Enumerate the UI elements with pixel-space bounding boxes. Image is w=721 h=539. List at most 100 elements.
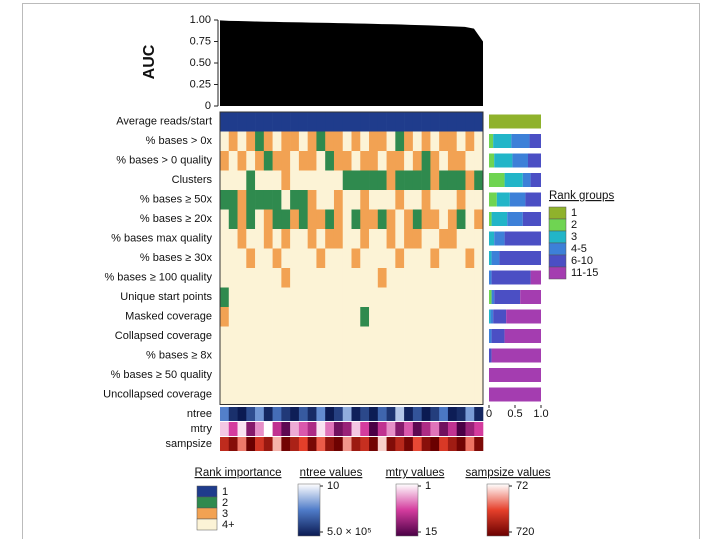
- param-cell: [386, 422, 396, 436]
- heat-cell: [272, 209, 282, 230]
- param-cell: [360, 437, 370, 451]
- heat-cell: [386, 268, 396, 288]
- heat-cell: [386, 229, 396, 249]
- x-tick-label: 0: [486, 408, 492, 420]
- heat-cell: [430, 268, 440, 288]
- legend-label: 2: [571, 219, 577, 231]
- param-cell: [465, 407, 475, 421]
- heat-cell: [333, 112, 344, 132]
- heat-cell: [255, 365, 265, 386]
- heat-cell: [272, 112, 282, 132]
- param-cell: [325, 437, 335, 451]
- heat-cell: [298, 268, 308, 288]
- heat-cell: [447, 209, 457, 230]
- heat-cell: [237, 190, 247, 210]
- heat-cell: [220, 365, 230, 386]
- heat-cell: [220, 268, 230, 288]
- heatmap-border: [219, 111, 484, 405]
- heat-cell: [377, 151, 387, 171]
- heat-cell: [386, 248, 396, 269]
- param-cell: [255, 407, 265, 421]
- legend-label: 6-10: [571, 255, 593, 267]
- bar-segment: [529, 134, 541, 148]
- colorbar-label: 1: [425, 480, 431, 492]
- heat-cell: [404, 248, 414, 269]
- heat-cell: [465, 151, 475, 171]
- heat-cell: [342, 190, 352, 210]
- heat-cell: [272, 151, 282, 171]
- bar-segment: [489, 173, 505, 187]
- heat-cell: [263, 131, 273, 152]
- heat-cell: [474, 151, 484, 171]
- heat-cell: [255, 151, 265, 171]
- legend-label: 2: [222, 497, 228, 509]
- bar-segment: [491, 290, 495, 304]
- heat-cell: [342, 229, 352, 249]
- heat-cell: [404, 268, 414, 288]
- heat-cell: [360, 151, 370, 171]
- heat-cell: [439, 170, 449, 191]
- heat-cell: [465, 131, 475, 152]
- row-label: % bases max quality: [111, 233, 212, 245]
- heat-cell: [298, 112, 308, 132]
- param-cell: [404, 422, 414, 436]
- heat-cell: [430, 112, 440, 132]
- param-cell: [246, 437, 256, 451]
- heat-cell: [298, 151, 308, 171]
- heat-cell: [360, 131, 370, 152]
- heat-cell: [316, 112, 326, 132]
- param-cell: [395, 407, 405, 421]
- heat-cell: [342, 170, 352, 191]
- heat-cell: [342, 346, 352, 366]
- heat-cell: [386, 287, 396, 308]
- bar-segment: [494, 153, 513, 168]
- heat-cell: [290, 326, 300, 347]
- bar-segment: [491, 348, 541, 363]
- row-label: % bases ≥ 50 quality: [111, 369, 213, 381]
- heat-cell: [307, 151, 317, 171]
- legend-title: Rank importance: [195, 467, 282, 479]
- param-cell: [439, 437, 449, 451]
- heat-cell: [351, 307, 361, 327]
- heat-cell: [447, 131, 457, 152]
- heat-cell: [386, 112, 396, 132]
- heat-cell: [316, 248, 326, 269]
- heat-cell: [325, 287, 335, 308]
- heat-cell: [255, 307, 265, 327]
- legend-title: mtry values: [386, 467, 445, 479]
- heat-cell: [255, 346, 265, 366]
- heat-cell: [246, 307, 256, 327]
- heat-cell: [465, 248, 475, 269]
- legend-swatch: [548, 230, 567, 244]
- legend-swatch: [196, 485, 218, 498]
- param-cell: [456, 437, 466, 451]
- heat-cell: [447, 268, 457, 288]
- heat-cell: [228, 287, 238, 308]
- heat-cell: [412, 346, 422, 366]
- heat-cell: [395, 131, 405, 152]
- heat-cell: [237, 365, 247, 386]
- heat-cell: [281, 112, 291, 132]
- heat-cell: [263, 209, 273, 230]
- heat-cell: [307, 385, 317, 405]
- heat-cell: [351, 209, 361, 230]
- heat-cell: [281, 346, 291, 366]
- heat-cell: [220, 307, 230, 327]
- heat-cell: [342, 268, 352, 288]
- heat-cell: [228, 326, 238, 347]
- heat-cell: [281, 307, 291, 327]
- heat-cell: [307, 190, 317, 210]
- heat-cell: [228, 229, 238, 249]
- heat-cell: [342, 131, 352, 152]
- heat-cell: [474, 307, 484, 327]
- heat-cell: [333, 151, 344, 171]
- heat-cell: [307, 131, 317, 152]
- row-label: % bases ≥ 20x: [140, 213, 213, 225]
- auc-area: [220, 20, 483, 106]
- heat-cell: [255, 209, 265, 230]
- param-cell: [404, 437, 414, 451]
- heat-cell: [290, 365, 300, 386]
- heat-cell: [369, 151, 379, 171]
- heat-cell: [263, 326, 273, 347]
- heat-cell: [272, 229, 282, 249]
